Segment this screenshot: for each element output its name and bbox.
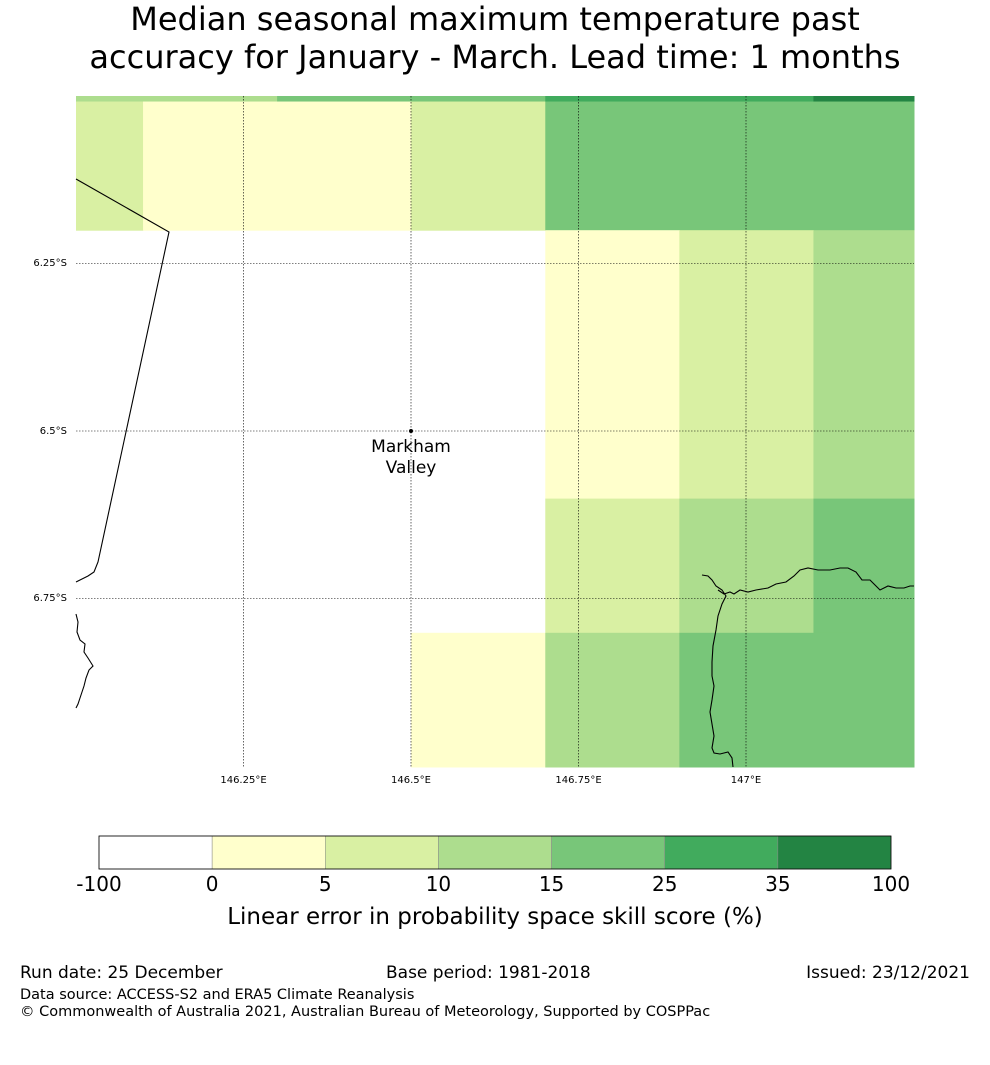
- lon-label-146-25: 146.25°E: [220, 775, 266, 786]
- coastlines: [75, 178, 914, 768]
- skill-map: 6.25°S 6.5°S 6.75°S 146.25°E 146.5°E 146…: [33, 96, 915, 786]
- colorbar-tick-0: -100: [76, 872, 121, 896]
- grid-cell-11: [813, 230, 915, 500]
- colorbar-tick-1: 0: [206, 872, 219, 896]
- colorbar-segment-5: [664, 835, 779, 870]
- graticule: [76, 96, 914, 767]
- location-marker: [409, 429, 413, 433]
- colorbar-tick-2: 5: [319, 872, 332, 896]
- colorbar-tick-6: 35: [765, 872, 790, 896]
- run-date: Run date: 25 December: [20, 963, 223, 983]
- colorbar-frame: [98, 835, 892, 870]
- border-line: [75, 178, 170, 583]
- grid-cell-9: [545, 230, 680, 500]
- lon-label-146-5: 146.5°E: [391, 775, 431, 786]
- grid-cell-10: [679, 230, 814, 500]
- grid-cell-12: [545, 498, 680, 634]
- colorbar-segment-1: [211, 835, 326, 870]
- coastline-west: [75, 613, 94, 709]
- colorbar-segment-3: [438, 835, 552, 870]
- location-label-line-1: Markham: [371, 437, 451, 457]
- colorbar-segment-4: [551, 835, 665, 870]
- title-line-1: Median seasonal maximum temperature past: [130, 0, 860, 38]
- lat-label-6-75: 6.75°S: [33, 593, 67, 604]
- base-period: Base period: 1981-2018: [386, 963, 591, 983]
- colorbar-label: Linear error in probability space skill …: [227, 904, 763, 930]
- grid-cell-15: [411, 632, 546, 768]
- grid-cell-6: [277, 96, 546, 102]
- issued-date: Issued: 23/12/2021: [806, 963, 970, 983]
- grid-cell-16: [545, 632, 680, 768]
- lon-label-147: 147°E: [731, 775, 761, 786]
- grid-cell-8: [813, 96, 915, 102]
- grid-cell-13: [679, 498, 814, 634]
- colorbar-tick-7: 100: [872, 872, 910, 896]
- colorbar-segment-2: [325, 835, 439, 870]
- lat-label-6-25: 6.25°S: [33, 258, 67, 269]
- lat-label-6-5: 6.5°S: [40, 426, 67, 437]
- chart-title: Median seasonal maximum temperature past…: [0, 0, 990, 76]
- skill-grid-cells: [76, 96, 915, 768]
- latitude-labels: 6.25°S 6.5°S 6.75°S: [33, 258, 67, 604]
- grid-cell-1: [143, 96, 278, 231]
- grid-cell-7: [545, 96, 814, 102]
- colorbar-segments: [98, 835, 892, 870]
- longitude-labels: 146.25°E 146.5°E 146.75°E 147°E: [220, 775, 761, 786]
- grid-cell-5: [76, 96, 278, 102]
- coastline-east: [701, 567, 914, 768]
- colorbar-segment-6: [777, 835, 892, 870]
- copyright: © Commonwealth of Australia 2021, Austra…: [20, 1004, 711, 1020]
- colorbar-tick-3: 10: [426, 872, 451, 896]
- grid-cell-17: [679, 632, 915, 768]
- title-line-2: accuracy for January - March. Lead time:…: [89, 38, 901, 76]
- data-source: Data source: ACCESS-S2 and ERA5 Climate …: [20, 987, 415, 1003]
- grid-cell-2: [277, 96, 412, 231]
- grid-cell-4: [545, 96, 915, 231]
- colorbar-tick-4: 15: [539, 872, 564, 896]
- colorbar-segment-0: [98, 835, 213, 870]
- grid-cell-0: [76, 96, 144, 231]
- grid-cell-3: [411, 96, 546, 231]
- lon-label-146-75: 146.75°E: [555, 775, 601, 786]
- colorbar-tick-5: 25: [652, 872, 677, 896]
- colorbar-tick-labels: -100 0 5 10 15 25 35 100: [76, 872, 910, 896]
- grid-cell-14: [813, 498, 915, 634]
- location-label-line-2: Valley: [386, 458, 437, 478]
